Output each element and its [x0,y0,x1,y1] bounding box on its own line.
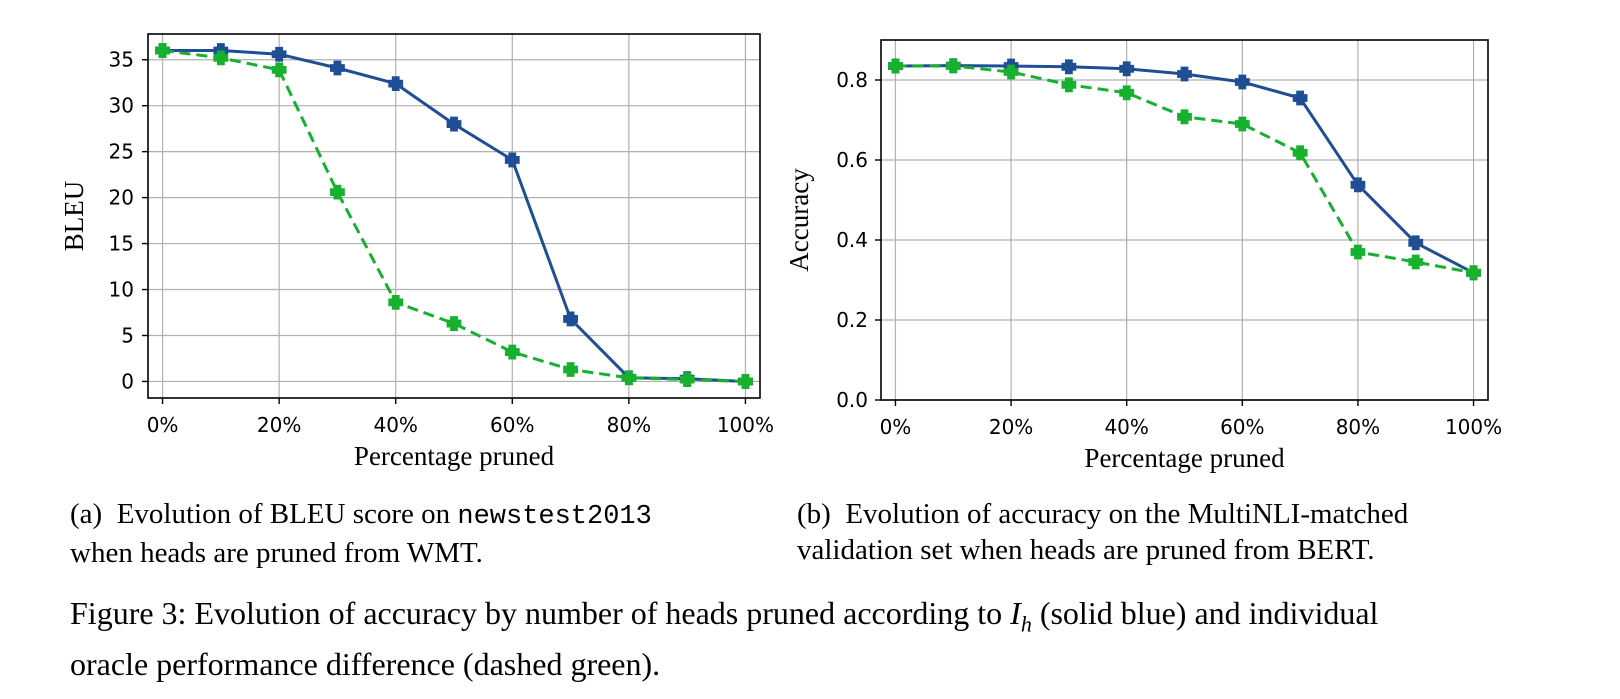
y-tick-label: 0.6 [836,148,868,172]
y-tick-label: 0.8 [836,68,868,92]
series-line-dashed-green [162,49,746,383]
data-point-green [1061,77,1077,93]
caption-a-code: newstest2013 [457,502,652,532]
data-point-green [1466,265,1481,281]
x-axis-label: Percentage pruned [1084,443,1285,473]
data-point-green [1177,109,1192,125]
data-point-green [888,58,903,74]
x-tick-label: 100% [717,413,774,437]
data-point-blue [446,116,462,132]
data-point-green [1350,244,1366,260]
figure-caption-part1: Figure 3: Evolution of accuracy by numbe… [70,595,1011,631]
y-tick-label: 20 [109,186,134,210]
y-tick-label: 15 [109,232,134,256]
x-tick-label: 0% [147,413,179,437]
caption-a-label: (a) [70,498,103,530]
data-point-green [563,362,578,377]
y-tick-label: 0.2 [836,308,868,332]
data-point-green [504,344,520,360]
x-tick-label: 20% [989,415,1033,439]
data-point-blue [1408,235,1424,251]
x-tick-label: 20% [257,413,301,437]
data-point-green [1119,85,1135,101]
caption-b-text2: validation set when heads are pruned fro… [797,534,1375,566]
caption-a: (a) Evolution of BLEU score on newstest2… [70,496,790,571]
y-tick-label: 0.0 [836,388,868,412]
data-point-green [155,43,170,58]
figure-caption: Figure 3: Evolution of accuracy by numbe… [70,593,1600,684]
data-point-blue [1061,59,1077,75]
y-tick-label: 0 [121,369,134,393]
data-point-blue [330,60,345,76]
x-tick-label: 80% [1336,415,1380,439]
data-point-blue [271,46,287,62]
x-tick-label: 40% [373,413,417,437]
y-tick-label: 30 [109,94,134,118]
data-point-blue [1234,74,1250,90]
series-line-dashed-green [895,64,1474,275]
data-point-green [213,50,229,66]
series-line-solid-blue [162,49,746,383]
y-tick-label: 35 [109,48,134,72]
data-point-green [1234,116,1250,132]
x-tick-label: 0% [880,415,912,439]
y-tick-label: 5 [121,323,134,347]
data-point-green [945,58,961,74]
data-point-blue [1177,66,1192,82]
data-point-green [388,295,404,310]
y-tick-label: 10 [109,278,134,302]
y-tick-label: 0.4 [836,228,868,252]
caption-a-text2: when heads are pruned from WMT. [70,537,483,569]
y-axis-label: BLEU [59,181,89,252]
caption-a-text1: Evolution of BLEU score on [116,498,451,530]
data-point-blue [563,311,578,327]
data-point-blue [1350,177,1366,193]
plot-frame [147,33,761,399]
figure-caption-part2: (solid blue) and individual [1031,595,1379,631]
data-point-blue [388,76,404,92]
caption-b-label: (b) [797,498,831,530]
x-tick-label: 60% [1220,415,1264,439]
x-tick-label: 100% [1445,415,1502,439]
figure-caption-line2: oracle performance difference (dashed gr… [70,646,661,683]
y-axis-label: Accuracy [784,168,814,272]
caption-b: (b) Evolution of accuracy on the MultiNL… [797,496,1557,568]
caption-b-text1: Evolution of accuracy on the MultiNLI-ma… [845,498,1409,530]
plot-frame [880,39,1489,401]
data-point-green [271,62,287,78]
x-tick-label: 60% [490,413,534,437]
x-axis-label: Percentage pruned [354,441,555,471]
data-point-blue [504,152,520,168]
data-point-green [679,372,695,388]
data-point-green [738,374,753,389]
x-tick-label: 80% [607,413,651,437]
data-point-green [330,184,345,200]
figure-caption-subscript: h [1020,611,1032,637]
data-point-green [1003,64,1019,80]
series-line-solid-blue [895,64,1475,275]
data-point-green [621,370,637,386]
data-point-green [1292,145,1308,161]
data-point-blue [1292,90,1308,106]
data-point-green [446,316,462,331]
chart-accuracy: 0% 20% 40% 60% 80% 100% 0.0 0.2 0.4 0.6 0.8 Percent… [784,39,1502,473]
data-point-green [1408,254,1424,270]
figure-caption-symbol: I [1010,595,1021,631]
data-point-blue [1119,61,1135,77]
x-tick-label: 40% [1104,415,1148,439]
chart-bleu: 0% 20% 40% 60% 80% 100% 0 5 10 15 20 25 30 35 Percenta… [59,33,774,471]
y-tick-label: 25 [109,140,134,164]
